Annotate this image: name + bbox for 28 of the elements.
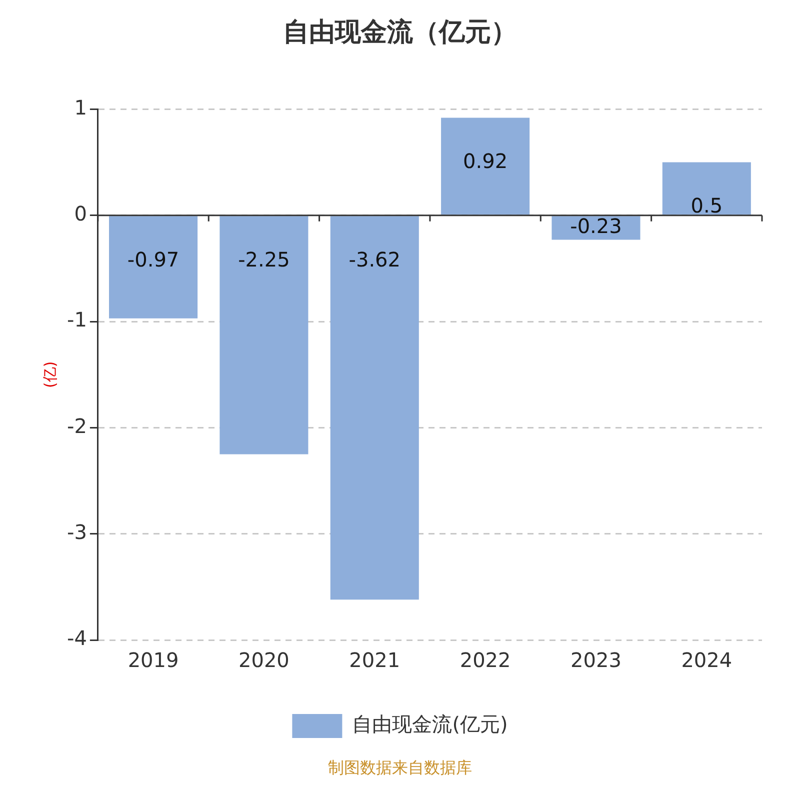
bar — [552, 216, 640, 240]
x-tick-label: 2020 — [238, 648, 290, 672]
data-label: -3.62 — [348, 247, 401, 272]
x-tick-label: 2022 — [460, 648, 511, 672]
y-tick-label: -4 — [66, 626, 87, 650]
bar — [662, 162, 751, 215]
bar — [220, 216, 308, 454]
bar — [109, 216, 198, 318]
y-tick-label: -1 — [66, 308, 87, 332]
data-label: 0.5 — [690, 193, 723, 218]
chart-title: 自由现金流（亿元） — [283, 17, 517, 48]
legend-label: 自由现金流(亿元) — [352, 712, 508, 736]
data-label: -0.23 — [570, 214, 622, 238]
y-tick-label: 0 — [74, 202, 87, 226]
y-tick-label: -3 — [66, 520, 87, 544]
data-label: 0.92 — [463, 148, 508, 173]
x-tick-label: 2024 — [681, 648, 732, 672]
text: 制图数据来自数据库 — [327, 758, 473, 779]
x-tick-label: 2019 — [128, 648, 179, 672]
y-axis-title: (亿) — [40, 361, 59, 388]
bar — [330, 216, 419, 600]
x-tick-label: 2023 — [570, 648, 622, 672]
data-label: -2.25 — [238, 247, 290, 272]
y-tick-label: 1 — [74, 95, 87, 120]
bar — [441, 118, 530, 215]
data-label: -0.97 — [127, 247, 180, 272]
x-tick-label: 2021 — [349, 648, 400, 672]
y-tick-label: -2 — [66, 414, 87, 438]
